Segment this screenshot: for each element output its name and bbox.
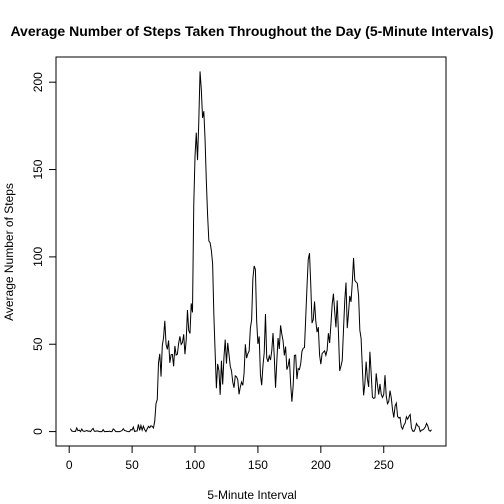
y-tick-label: 50 [31,337,45,351]
data-line [69,71,432,433]
x-axis-label: 5-Minute Interval [207,488,296,502]
x-tick-label: 150 [248,458,268,472]
x-tick-label: 250 [374,458,394,472]
y-tick-label: 200 [31,72,45,92]
y-tick-label: 0 [31,428,45,435]
chart-title: Average Number of Steps Taken Throughout… [10,23,493,39]
y-tick-label: 100 [31,247,45,267]
x-tick-label: 100 [185,458,205,472]
y-tick-label: 150 [31,159,45,179]
x-tick-label: 50 [125,458,139,472]
x-tick-label: 200 [311,458,331,472]
y-axis-label: Average Number of Steps [2,183,16,321]
x-tick-label: 0 [66,458,73,472]
plot-frame [55,56,447,447]
